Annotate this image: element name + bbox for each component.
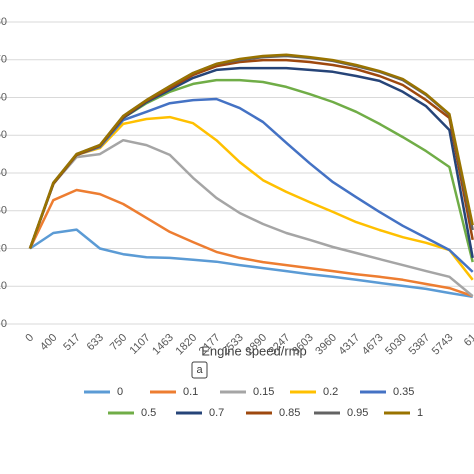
series-line	[28, 188, 474, 298]
y-tick-label: 30	[0, 205, 7, 217]
y-tick-label: 50	[0, 129, 7, 141]
annotation: a	[196, 364, 203, 376]
x-tick-label: 1107	[127, 332, 152, 357]
legend-label: 0.85	[279, 407, 300, 419]
x-tick-label: 4673	[360, 332, 386, 358]
x-tick-label: 633	[85, 332, 106, 353]
x-tick-label: 1463	[150, 332, 176, 358]
x-tick-label: 3960	[313, 332, 339, 358]
x-tick-label: 5743	[430, 332, 456, 358]
legend-label: 0.15	[253, 386, 274, 398]
y-tick-label: 0	[1, 318, 7, 330]
y-tick-label: 40	[0, 167, 7, 179]
x-axis-label: Engine speed/rmp	[201, 343, 307, 358]
y-tick-label: 80	[0, 16, 7, 28]
series-line	[29, 228, 473, 299]
x-tick-label: 5387	[406, 332, 432, 358]
y-tick-label: 60	[0, 91, 7, 103]
x-tick-label: 0	[23, 332, 36, 345]
legend-label: 1	[417, 407, 423, 419]
y-tick-label: 20	[0, 242, 7, 254]
x-tick-label: 517	[61, 332, 82, 353]
x-tick-label: 400	[38, 332, 59, 353]
legend-label: 0.95	[347, 407, 368, 419]
x-tick-label: 4317	[337, 332, 363, 358]
series-line	[28, 115, 474, 281]
x-tick-label: 750	[108, 332, 129, 353]
series-line	[28, 66, 474, 259]
x-tick-label: 61	[462, 332, 474, 349]
x-tick-label: 1820	[173, 332, 199, 358]
series-line	[28, 53, 474, 249]
y-tick-label: 10	[0, 280, 7, 292]
y-tick-label: 70	[0, 54, 7, 66]
x-tick-label: 5030	[383, 332, 409, 358]
legend-label: 0.7	[209, 407, 224, 419]
legend-label: 0.35	[393, 386, 414, 398]
legend-label: 0.1	[183, 386, 198, 398]
series-line	[28, 138, 474, 298]
legend-label: 0.2	[323, 386, 338, 398]
annotation-box	[191, 361, 208, 379]
legend-label: 0	[117, 386, 123, 398]
legend-label: 0.5	[141, 407, 156, 419]
